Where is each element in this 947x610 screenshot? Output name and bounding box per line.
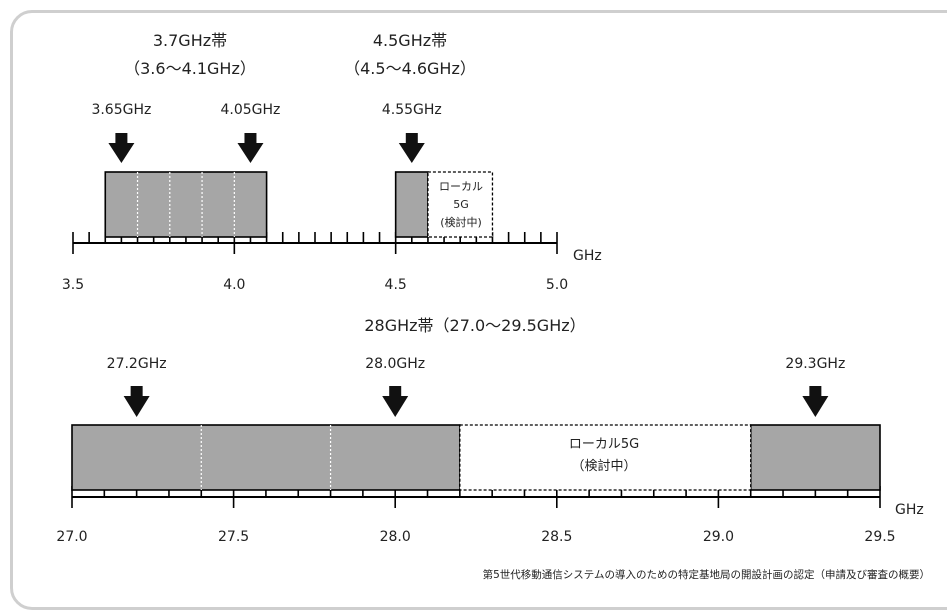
top-local-5g-label: ローカル 5G (検討中) bbox=[439, 180, 483, 229]
bottom-down-arrow-icon bbox=[123, 386, 150, 417]
bottom-marker-label: 28.0GHz bbox=[365, 356, 425, 372]
bottom-tick-label: 29.0 bbox=[703, 529, 734, 545]
source-caption: 第5世代移動通信システムの導入のための特定基地局の開設計画の認定（申請及び審査の… bbox=[483, 568, 930, 581]
top-down-arrow-icon bbox=[237, 133, 264, 163]
bottom-spectrum: 27.0 27.5 28.0 28.5 29.0 29.5 27.2GHz 28.0GHz 29… bbox=[56, 356, 895, 545]
bottom-allocation-block bbox=[71, 424, 461, 491]
bottom-tick-label: 27.5 bbox=[218, 529, 249, 545]
top-allocation-block bbox=[394, 171, 429, 238]
top-local-5g-box bbox=[427, 171, 494, 238]
top-axis-unit: GHz bbox=[573, 248, 602, 264]
bottom-marker-label: 29.3GHz bbox=[785, 356, 845, 372]
band-37-title: 3.7GHz帯 bbox=[153, 31, 227, 50]
top-tick-label: 4.5 bbox=[385, 277, 407, 293]
bottom-local-5g-box bbox=[459, 424, 752, 491]
bottom-marker-label: 27.2GHz bbox=[107, 356, 167, 372]
band-45-title: 4.5GHz帯 bbox=[373, 31, 447, 50]
bottom-axis-unit: GHz bbox=[895, 502, 924, 518]
top-down-arrow-icon bbox=[108, 133, 135, 163]
top-marker-label: 4.05GHz bbox=[221, 102, 281, 118]
top-marker-label: 4.55GHz bbox=[382, 102, 442, 118]
top-allocation-block bbox=[104, 171, 268, 238]
bottom-tick-label: 28.0 bbox=[380, 529, 411, 545]
bottom-local-5g-label: ローカル5G （検討中） bbox=[569, 437, 639, 474]
top-local-line-1: ローカル bbox=[439, 180, 483, 193]
bottom-down-arrow-icon bbox=[382, 386, 409, 417]
top-tick-label: 5.0 bbox=[546, 277, 568, 293]
bottom-tick-label: 27.0 bbox=[56, 529, 87, 545]
top-local-line-3: (検討中) bbox=[440, 215, 482, 229]
top-tick-label: 3.5 bbox=[62, 277, 84, 293]
bottom-local-line-2: （検討中） bbox=[571, 458, 636, 474]
top-down-arrow-icon bbox=[398, 133, 425, 163]
top-tick-label: 4.0 bbox=[223, 277, 245, 293]
spectrum-diagram: 3.7GHz帯 （3.6～4.1GHz） 4.5GHz帯 （4.5～4.6GHz… bbox=[56, 31, 930, 581]
bottom-local-line-1: ローカル5G bbox=[569, 437, 639, 452]
bottom-tick-label: 29.5 bbox=[864, 529, 895, 545]
band-45-range: （4.5～4.6GHz） bbox=[344, 59, 476, 78]
top-local-line-2: 5G bbox=[453, 198, 469, 211]
top-spectrum: 3.5 4.0 4.5 5.0 3.65GHz 4.05GHz 4.55GHz bbox=[62, 102, 568, 293]
bottom-down-arrow-icon bbox=[802, 386, 829, 417]
band-28-title: 28GHz帯（27.0～29.5GHz） bbox=[364, 316, 585, 335]
bottom-tick-label: 28.5 bbox=[541, 529, 572, 545]
top-marker-label: 3.65GHz bbox=[91, 102, 151, 118]
band-37-range: （3.6～4.1GHz） bbox=[124, 59, 256, 78]
bottom-allocation-block bbox=[749, 424, 881, 491]
